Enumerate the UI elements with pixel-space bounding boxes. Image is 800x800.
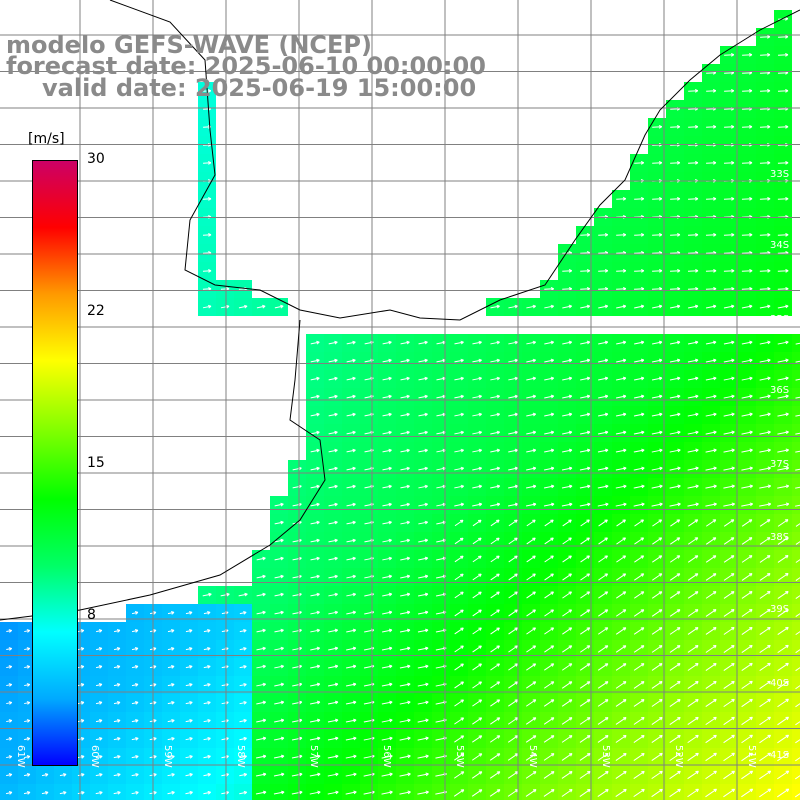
field-cell [792,694,800,712]
lon-label: 60W [89,745,100,768]
field-cell [702,784,720,800]
field-cell [414,784,432,800]
lat-label: 36S [770,385,789,396]
field-cell [792,586,800,604]
field-cell [756,784,774,800]
field-cell [180,784,198,800]
field-cell [774,784,792,800]
colorbar-tick-30: 30 [87,152,105,166]
lat-label: 41S [770,750,789,761]
field-cell [288,784,306,800]
field-cell [792,532,800,550]
field-cell [378,784,396,800]
field-cell [198,784,216,800]
field-cell [432,784,450,800]
colorbar-tick-22: 22 [87,304,105,318]
lat-label: 37S [770,459,789,470]
lon-label: 54W [527,745,538,768]
lat-label: 33S [770,169,789,180]
colorbar-units: [m/s] [28,131,65,147]
lon-label: 61W [15,745,26,768]
lat-label: 38S [770,532,789,543]
field-cell [522,784,540,800]
field-cell [612,784,630,800]
field-cell [792,550,800,568]
lon-label: 56W [381,745,392,768]
field-cell [90,784,108,800]
valid-date: valid date: 2025-06-19 15:00:00 [42,76,476,100]
field-cell [738,784,756,800]
field-cell [630,784,648,800]
lon-label: 55W [454,745,465,768]
field-cell [450,784,468,800]
field-cell [36,784,54,800]
field-cell [324,784,342,800]
lon-label: 53W [600,745,611,768]
lon-label: 51W [746,745,757,768]
field-cell [126,784,144,800]
field-cell [216,784,234,800]
field-cell [792,748,800,766]
field-cell [792,514,800,532]
lat-label: 35S [770,314,789,325]
field-cell [234,784,252,800]
lon-label: 52W [673,745,684,768]
lon-label: 59W [162,745,173,768]
field-cell [792,622,800,640]
field-cell [396,784,414,800]
field-cell [792,730,800,748]
colorbar-tick-8: 8 [87,608,96,622]
lat-label: 40S [770,678,789,689]
field-cell [18,784,36,800]
lon-label: 58W [235,745,246,768]
field-cell [720,784,738,800]
field-cell [594,784,612,800]
lat-label: 39S [770,604,789,615]
field-cell [108,784,126,800]
field-cell [648,784,666,800]
field-cell [162,784,180,800]
field-cell [270,784,288,800]
field-cell [486,784,504,800]
field-cell [54,784,72,800]
field-cell [792,658,800,676]
field-cell [792,712,800,730]
field-cell [792,676,800,694]
colorbar [32,160,78,766]
field-cell [504,784,522,800]
field-cell [540,784,558,800]
lon-label: 57W [308,745,319,768]
field-cell [666,784,684,800]
field-cell [558,784,576,800]
field-cell [306,784,324,800]
field-cell [792,784,800,800]
field-cell [684,784,702,800]
field-cell [72,784,90,800]
field-cell [252,784,270,800]
field-cell [468,784,486,800]
colorbar-tick-15: 15 [87,456,105,470]
field-cell [360,784,378,800]
field-cell [792,766,800,784]
lat-label: 34S [770,240,789,251]
field-cell [792,568,800,586]
field-cell [342,784,360,800]
